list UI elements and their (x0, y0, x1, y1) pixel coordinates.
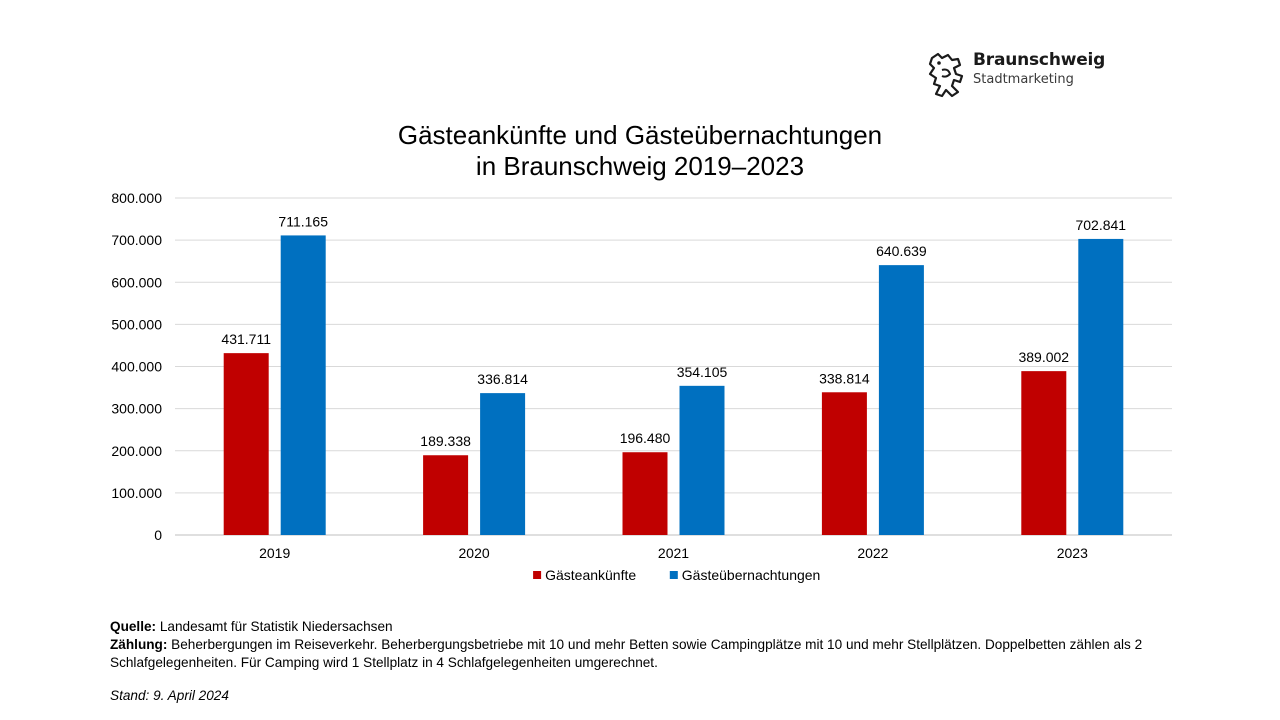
bar-arrivals-2021 (622, 452, 668, 535)
bar-arrivals-2022 (821, 392, 867, 535)
y-tick-label: 700.000 (111, 232, 162, 248)
count-note: Zählung: Beherbergungen im Reiseverkehr.… (110, 636, 1215, 672)
bar-overnights-2020 (480, 393, 526, 535)
data-label: 711.165 (278, 213, 328, 229)
data-label: 189.338 (420, 433, 471, 449)
braunschweig-lion-icon (928, 52, 964, 98)
bar-arrivals-2019 (223, 353, 269, 535)
source-text: Landesamt für Statistik Niedersachsen (156, 619, 393, 634)
bar-overnights-2019 (280, 235, 326, 535)
y-tick-label: 400.000 (111, 359, 162, 375)
source-label: Quelle: (110, 619, 157, 634)
data-label: 336.814 (477, 371, 528, 387)
bar-arrivals-2020 (423, 455, 469, 535)
data-label: 196.480 (620, 430, 671, 446)
data-label: 702.841 (1075, 217, 1126, 233)
x-tick-label: 2022 (857, 545, 888, 561)
y-tick-label: 100.000 (111, 485, 162, 501)
legend-label: Gästeankünfte (545, 567, 636, 583)
y-tick-label: 200.000 (111, 443, 162, 459)
count-label: Zählung: (110, 637, 168, 652)
logo-subtitle: Stadtmarketing (973, 72, 1074, 87)
y-tick-label: 0 (154, 527, 162, 543)
chart-title-line-1: Gästeankünfte und Gästeübernachtungen (397, 120, 883, 150)
bar-overnights-2023 (1078, 238, 1124, 535)
y-tick-label: 500.000 (111, 316, 162, 332)
legend-swatch (669, 571, 678, 579)
data-label: 338.814 (819, 370, 870, 386)
x-tick-label: 2020 (459, 545, 490, 561)
logo: Braunschweig Stadtmarketing (926, 48, 1126, 104)
source-note: Quelle: Landesamt für Statistik Niedersa… (110, 618, 1215, 636)
data-label: 354.105 (677, 364, 728, 380)
data-label: 389.002 (1018, 349, 1069, 365)
bar-arrivals-2023 (1021, 371, 1067, 535)
data-label: 431.711 (221, 331, 271, 347)
chart-title-line-2: in Braunschweig 2019–2023 (475, 151, 805, 181)
chart-notes: Quelle: Landesamt für Statistik Niedersa… (110, 618, 1215, 672)
y-tick-label: 800.000 (111, 190, 162, 206)
logo-name: Braunschweig (973, 50, 1106, 70)
bar-overnights-2021 (679, 385, 725, 535)
bar-chart: 0 100.000 200.000 300.000 400.000 500.000 600.… (111, 190, 1172, 583)
legend-label: Gästeübernachtungen (682, 567, 821, 583)
data-label: 640.639 (876, 243, 927, 259)
stand-date: Stand: 9. April 2024 (110, 688, 229, 703)
y-tick-label: 600.000 (111, 274, 162, 290)
chart-title: Gästeankünfte und Gästeübernachtungen in… (290, 120, 990, 182)
x-tick-label: 2019 (259, 545, 290, 561)
y-tick-label: 300.000 (111, 401, 162, 417)
bar-overnights-2022 (878, 265, 924, 535)
legend-swatch (533, 571, 542, 579)
x-tick-label: 2021 (658, 545, 689, 561)
count-text: Beherbergungen im Reiseverkehr. Beherber… (110, 637, 1143, 670)
x-tick-label: 2023 (1057, 545, 1088, 561)
